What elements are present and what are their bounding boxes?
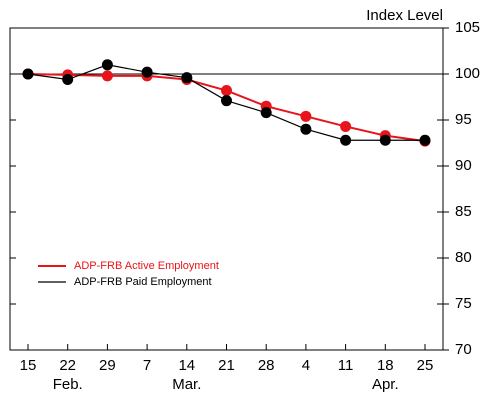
data-point	[141, 66, 153, 78]
data-point	[181, 72, 193, 84]
y-tick-label: 80	[455, 249, 472, 266]
data-point	[340, 134, 352, 146]
data-point	[300, 110, 312, 122]
legend-label: ADP-FRB Active Employment	[74, 260, 219, 272]
x-tick-label: 22	[59, 357, 76, 374]
x-tick-label: 7	[143, 357, 151, 374]
x-tick-label: 4	[302, 357, 310, 374]
x-tick-label: 18	[377, 357, 394, 374]
y-tick-label: 100	[455, 65, 480, 82]
x-tick-label: 15	[20, 357, 37, 374]
data-point	[101, 70, 113, 82]
x-tick-label: 14	[178, 357, 195, 374]
x-tick-label: 25	[417, 357, 434, 374]
data-point	[221, 95, 232, 107]
y-axis-label: Index Level	[366, 7, 443, 24]
x-tick-label: 11	[338, 357, 354, 374]
data-point	[62, 74, 74, 86]
data-point	[419, 134, 431, 146]
y-tick-label: 95	[455, 111, 472, 128]
legend-label: ADP-FRB Paid Employment	[74, 276, 212, 288]
data-point	[101, 59, 113, 71]
x-group-label: Apr.	[372, 376, 399, 393]
data-point	[221, 85, 232, 97]
data-point	[22, 68, 34, 80]
x-tick-label: 28	[258, 357, 275, 374]
x-tick-label: 21	[218, 357, 235, 374]
y-tick-label: 75	[455, 295, 472, 312]
y-tick-label: 70	[455, 341, 472, 358]
series-line	[27, 73, 426, 143]
x-tick-label: 29	[99, 357, 116, 374]
y-tick-label: 85	[455, 203, 472, 220]
x-group-label: Feb.	[53, 376, 83, 393]
x-group-label: Mar.	[172, 376, 201, 393]
data-point	[300, 123, 312, 135]
y-tick-label: 90	[455, 157, 472, 174]
data-point	[340, 120, 352, 132]
data-point	[379, 134, 391, 146]
data-point	[260, 107, 272, 119]
y-tick-label: 105	[455, 19, 480, 36]
